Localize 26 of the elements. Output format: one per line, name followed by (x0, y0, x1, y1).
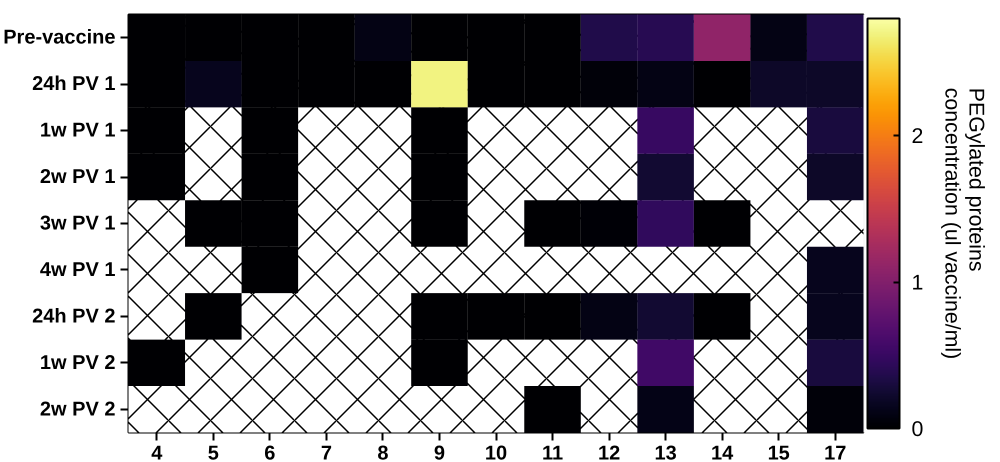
color-bar-label: 1 (912, 270, 924, 295)
x-tick-label: 5 (208, 442, 219, 462)
color-bar-title: PEGylated proteins concentration (ul vaccine/ml) (940, 88, 988, 360)
x-tick-label: 12 (598, 442, 620, 462)
y-tick-label: 24h PV 2 (32, 305, 116, 328)
color-bar-label: 2 (912, 124, 924, 148)
y-tick-label: 24h PV 1 (32, 73, 116, 96)
y-tick-label: 2w PV 1 (40, 166, 116, 188)
y-tick-label: 1w PV 2 (40, 352, 116, 374)
x-tick-label: 14 (711, 442, 734, 462)
y-tick-label: 2w PV 2 (40, 398, 116, 420)
x-tick-label: 9 (434, 442, 446, 462)
x-tick-label: 6 (264, 442, 276, 462)
x-tick-label: 11 (542, 442, 564, 462)
x-tick-label: 10 (484, 442, 508, 462)
y-tick-label: 3w PV 1 (40, 212, 116, 234)
x-tick-label: 8 (377, 442, 388, 462)
y-tick-label: Pre-vaccine (3, 26, 116, 49)
x-tick-label: 15 (768, 442, 790, 462)
x-tick-label: 7 (320, 442, 332, 462)
x-tick-label: 17 (824, 442, 846, 462)
y-tick-label: 4w PV 1 (40, 258, 116, 281)
y-tick-label: 1w PV 1 (40, 120, 116, 142)
x-tick-label: 13 (654, 442, 677, 462)
color-bar-label: 0 (912, 417, 924, 441)
x-tick-label: 4 (151, 442, 164, 462)
